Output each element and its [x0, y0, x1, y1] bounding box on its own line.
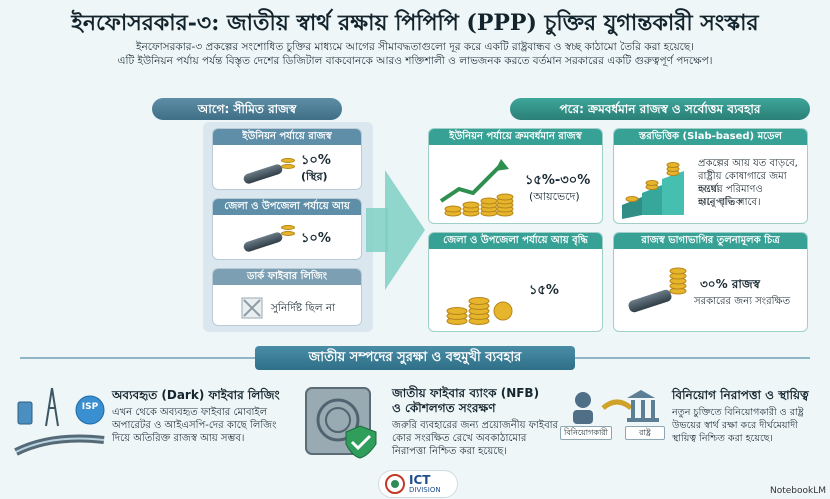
page-title: ইনফোসরকার-৩: জাতীয় স্বার্থ রক্ষায় পিপি…	[71, 10, 759, 36]
growth-coins-icon	[439, 159, 514, 217]
before-card-union: ইউনিয়ন পর্যায়ে রাজস্ব ১০% (স্থির)	[212, 128, 362, 190]
before-card-district: জেলা ও উপজেলা পর্যায়ে আয় ১০%	[212, 198, 362, 260]
coin-icon	[281, 158, 295, 163]
card-caption: জেলা ও উপজেলা পর্যায়ে আয়	[213, 199, 361, 215]
logo-text: ICT	[409, 473, 431, 487]
intro-text: ইনফোসরকার-৩ প্রকল্পের সংশোধিত চুক্তির মা…	[40, 40, 790, 68]
logo-sub: DIVISION	[409, 486, 441, 494]
nfb-text-1: জরুরি ব্যবহারের জন্য প্রয়োজনীয় ফাইবার	[392, 420, 559, 431]
investment-text-2: উভয়ের স্বার্থ রক্ষা করে দীর্ঘমেয়াদী	[672, 420, 798, 431]
nfb-title: জাতীয় ফাইবার ব্যাংক (NFB)	[392, 386, 540, 400]
nfb-text-2: কোর সংরক্ষিত রেখে অবকাঠামোর	[392, 433, 527, 444]
isp-label: ISP	[81, 402, 99, 412]
dark-fiber-text-3: দিয়ে অতিরিক্ত রাজস্ব আয় সম্ভব।	[112, 433, 245, 444]
investor-label: বিনিয়োগকারী	[560, 426, 612, 440]
watermark: NotebookLM	[769, 486, 826, 496]
crossed-box-icon	[241, 297, 263, 319]
slab-text-1: প্রকল্পের আয় যত বাড়বে,	[698, 158, 798, 169]
investment-text-1: নতুন চুক্তিতে বিনিয়োগকারী ও রাষ্ট্র	[672, 407, 804, 418]
slab-steps-icon	[622, 162, 684, 219]
before-header: আগে: সীমিত রাজস্ব	[152, 98, 342, 120]
govt-seal-icon	[385, 474, 405, 494]
slab-text-3: অর্থের পরিমাণও আনুপাতিক	[698, 184, 763, 208]
transition-arrow-body	[366, 208, 388, 252]
section-ribbon: জাতীয় সম্পদের সুরক্ষা ও বহুমুখী ব্যবহার	[255, 346, 575, 370]
transition-arrow-icon	[385, 170, 425, 290]
card-caption: ইউনিয়ন পর্যায়ে রাজস্ব	[213, 129, 361, 145]
intro-line-1: ইনফোসরকার-৩ প্রকল্পের সংশোধিত চুক্তির মা…	[135, 41, 695, 53]
ict-division-logo: ICT DIVISION	[378, 470, 458, 498]
coin-stack-icon	[669, 267, 687, 295]
coin-icon	[281, 225, 295, 230]
handshake-icon	[573, 390, 659, 424]
after-header: পরে: ক্রমবর্ধমান রাজস্ব ও সর্বোত্তম ব্যব…	[510, 98, 810, 120]
slab-text-2: রাষ্ট্রীয় কোষাগারে জমা হওয়া	[698, 171, 787, 195]
card-value: ১০%	[301, 153, 331, 168]
slab-text-4: হারে বৃদ্ধি পাবে।	[698, 197, 761, 208]
vault-shield-icon	[305, 387, 377, 459]
card-value: ১৫%-৩০%	[525, 173, 591, 188]
after-card-slab: স্তরভিত্তিক (Slab-based) মডেল প্রকল্পের …	[613, 128, 808, 224]
before-card-dark-fiber: ডার্ক ফাইবার লিজিং সুনির্দিষ্ট ছিল না	[212, 268, 362, 326]
card-caption: স্তরভিত্তিক (Slab-based) মডেল	[614, 129, 807, 145]
dark-fiber-text-2: অপারেটর ও আইএসপি-দের কাছে লিজিং	[112, 420, 277, 431]
card-caption: রাজস্ব ভাগাভাগির তুলনামূলক চিত্র	[614, 233, 807, 249]
card-note: সরকারের জন্য সংরক্ষিত	[694, 296, 791, 307]
nfb-title-2: ও কৌশলগত সংরক্ষণ	[392, 401, 496, 415]
card-value: সুনির্দিষ্ট ছিল না	[271, 302, 336, 314]
card-value: ৩০% রাজস্ব	[700, 277, 760, 291]
intro-line-2: এটি ইউনিয়ন পর্যায় পর্যন্ত বিস্তৃত দেশে…	[117, 55, 713, 67]
investment-text-3: স্থায়িত্ব নিশ্চিত করা হয়েছে।	[672, 433, 773, 444]
fiber-cable-icon	[627, 288, 673, 314]
card-value: ১০%	[301, 231, 331, 246]
after-card-union: ইউনিয়ন পর্যায়ে ক্রমবর্ধমান রাজস্ব ১৫%-…	[428, 128, 603, 224]
investment-title: বিনিয়োগ নিরাপত্তা ও স্থায়িত্ব	[672, 388, 809, 402]
card-caption: জেলা ও উপজেলা পর্যায়ে আয় বৃদ্ধি	[429, 233, 602, 249]
card-caption: ডার্ক ফাইবার লিজিং	[213, 269, 361, 285]
divider	[575, 357, 810, 359]
dark-fiber-text-1: এখন থেকে অব্যবহৃত ফাইবার মোবাইল	[112, 407, 268, 418]
after-card-revenue-share: রাজস্ব ভাগাভাগির তুলনামূলক চিত্র ৩০% রাজ…	[613, 232, 808, 332]
after-card-district: জেলা ও উপজেলা পর্যায়ে আয় বৃদ্ধি ১৫%	[428, 232, 603, 332]
divider	[20, 357, 255, 359]
tower-phone-isp-icon	[14, 387, 105, 456]
card-note: (স্থির)	[301, 170, 328, 183]
card-note: (আয়ভেদে)	[529, 190, 580, 203]
fiber-cable-icon	[242, 163, 284, 185]
state-label: রাষ্ট্র	[625, 426, 665, 440]
coin-stack-icon	[446, 297, 513, 325]
coin-icon	[281, 231, 295, 236]
card-caption: ইউনিয়ন পর্যায়ে ক্রমবর্ধমান রাজস্ব	[429, 129, 602, 145]
coin-icon	[281, 164, 295, 169]
fiber-cable-icon	[242, 231, 284, 253]
dark-fiber-title: অব্যবহৃত (Dark) ফাইবার লিজিং	[112, 388, 280, 402]
card-value: ১৫%	[529, 283, 559, 298]
nfb-text-3: নিরাপত্তা নিশ্চিত করা হয়েছে।	[392, 446, 507, 457]
